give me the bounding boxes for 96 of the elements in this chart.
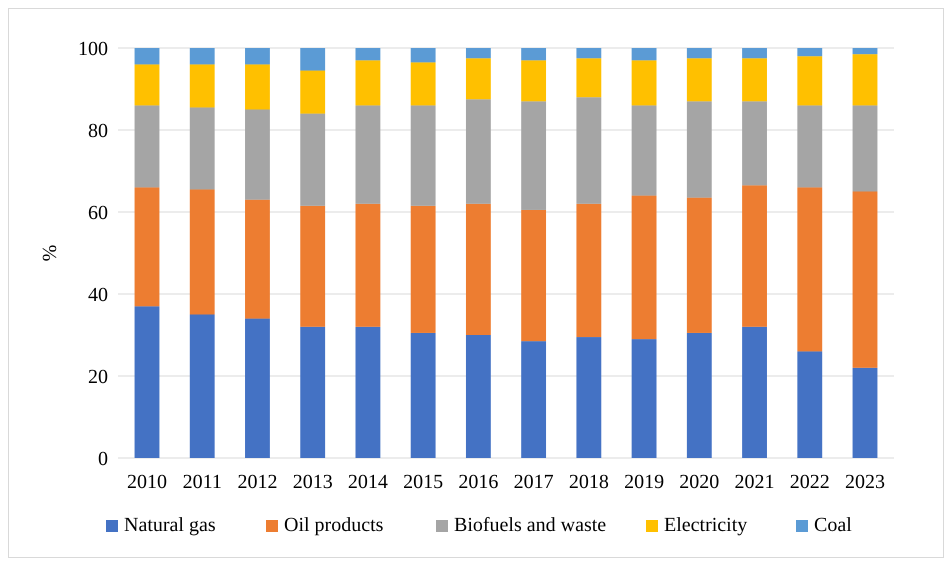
x-tick-label: 2020 — [679, 471, 720, 493]
bar — [134, 187, 160, 306]
bar — [686, 58, 712, 102]
bar — [632, 196, 657, 340]
bar — [521, 101, 546, 210]
bar — [742, 185, 767, 327]
legend-label: Oil products — [284, 514, 384, 536]
bar — [466, 58, 491, 100]
bar — [300, 326, 326, 458]
bar — [466, 204, 491, 335]
bar — [686, 48, 712, 58]
legend-label: Electricity — [664, 514, 748, 536]
bar — [742, 326, 767, 458]
x-tick-label: 2016 — [458, 471, 498, 493]
x-tick-label: 2015 — [403, 471, 444, 493]
bar — [576, 204, 602, 338]
bar — [686, 198, 712, 333]
x-tick-label: 2010 — [126, 471, 167, 493]
bar — [742, 58, 767, 102]
bar — [300, 48, 326, 71]
y-tick-label: 0 — [98, 448, 108, 470]
x-tick-label: 2013 — [292, 471, 333, 493]
bar — [852, 368, 878, 458]
bar — [190, 48, 215, 64]
bar — [410, 332, 436, 458]
bar — [300, 70, 326, 114]
bar — [632, 339, 657, 458]
x-tick-label: 2019 — [624, 471, 664, 493]
bar — [632, 48, 657, 60]
bar — [410, 48, 436, 62]
bar — [466, 48, 491, 58]
bar — [355, 326, 380, 458]
bar — [410, 62, 436, 106]
bar — [190, 189, 215, 314]
bar — [576, 58, 602, 98]
bar — [797, 187, 822, 352]
bar — [190, 107, 215, 190]
y-axis-title: % — [39, 244, 61, 262]
bar — [742, 101, 767, 186]
legend-label: Coal — [814, 514, 852, 536]
bar — [742, 48, 767, 58]
bar — [245, 318, 270, 458]
bar — [521, 48, 546, 60]
bar — [190, 64, 215, 108]
bar — [245, 110, 270, 200]
bar — [521, 210, 546, 342]
bar — [134, 105, 160, 188]
y-tick-label: 60 — [88, 202, 108, 224]
bar — [355, 60, 380, 106]
bar — [245, 64, 270, 110]
bar — [410, 206, 436, 333]
x-tick-label: 2022 — [790, 471, 830, 493]
bar — [466, 99, 491, 204]
bar — [852, 54, 878, 106]
bar — [797, 48, 822, 56]
bar — [300, 206, 326, 327]
legend-label: Natural gas — [124, 514, 216, 536]
bar — [355, 48, 380, 60]
bar — [852, 105, 878, 192]
bar — [686, 332, 712, 458]
bar — [797, 351, 822, 458]
x-tick-label: 2014 — [348, 471, 388, 493]
bar — [134, 306, 160, 458]
legend-label: Biofuels and waste — [454, 514, 606, 536]
bar — [134, 48, 160, 64]
bar — [632, 105, 657, 196]
bar — [134, 64, 160, 106]
bar — [245, 200, 270, 319]
bar — [686, 101, 712, 198]
bar — [632, 60, 657, 106]
x-tick-label: 2018 — [568, 471, 609, 493]
bar — [355, 105, 380, 204]
bar — [852, 48, 878, 54]
bar — [576, 48, 602, 58]
bar — [576, 97, 602, 204]
x-tick-label: 2011 — [182, 471, 222, 493]
bar — [576, 337, 602, 458]
bar — [300, 114, 326, 206]
bar — [355, 204, 380, 327]
y-tick-label: 20 — [88, 366, 108, 388]
bar — [521, 60, 546, 102]
bar — [245, 48, 270, 64]
y-tick-label: 80 — [88, 120, 108, 142]
x-tick-label: 2017 — [514, 471, 554, 493]
bar — [521, 341, 546, 458]
y-tick-label: 40 — [88, 284, 108, 306]
bar — [852, 192, 878, 368]
bar — [190, 314, 215, 458]
x-tick-label: 2021 — [734, 471, 775, 493]
bar — [797, 105, 822, 188]
x-tick-label: 2023 — [845, 471, 886, 493]
bar — [797, 56, 822, 106]
x-tick-label: 2012 — [237, 471, 278, 493]
bar — [466, 335, 491, 458]
bar — [410, 105, 436, 206]
y-tick-label: 100 — [78, 38, 108, 60]
